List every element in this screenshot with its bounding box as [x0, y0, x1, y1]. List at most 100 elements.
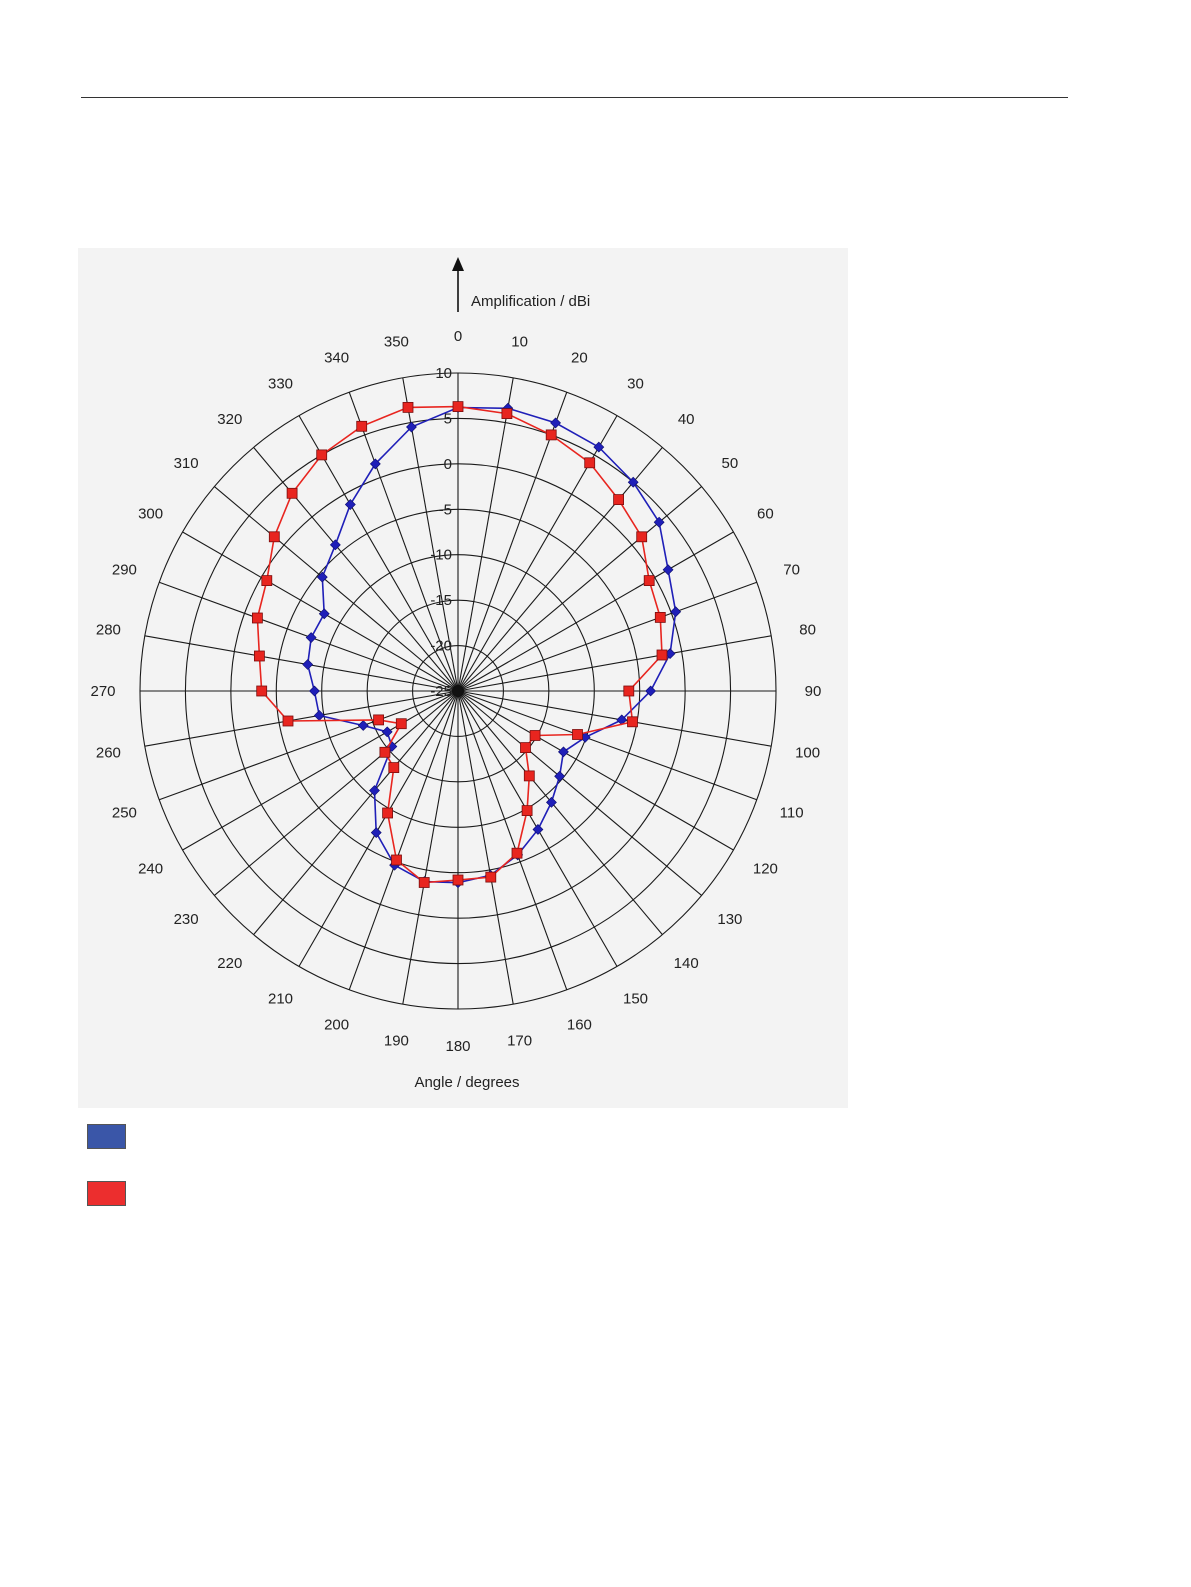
angular-grid-spokes: [140, 373, 776, 1009]
radial-axis-arrow-head: [452, 257, 464, 271]
radial-tick-label: -10: [430, 547, 452, 564]
data-point-diamond: [329, 539, 341, 551]
angle-tick-label: 320: [217, 411, 242, 428]
angle-tick-label: 200: [324, 1017, 349, 1034]
grid-spoke: [182, 531, 459, 692]
angle-tick-label: 250: [112, 804, 137, 821]
grid-spoke: [144, 635, 459, 692]
angular-axis-title: Angle / degrees: [414, 1074, 519, 1091]
data-point-square: [452, 401, 464, 413]
radial-tick-label: 0: [444, 456, 452, 473]
angle-tick-label: 260: [96, 745, 121, 762]
data-point-square: [511, 847, 523, 859]
data-point-square: [388, 762, 400, 773]
grid-spoke: [402, 690, 459, 1005]
angle-tick-label: 70: [783, 562, 800, 579]
grid-spoke: [457, 690, 734, 851]
grid-spoke: [457, 635, 772, 692]
data-point-square: [501, 408, 513, 420]
data-point-square: [529, 730, 541, 741]
series-line-0: [306, 406, 677, 884]
data-point-square: [572, 729, 583, 740]
data-point-diamond: [558, 746, 569, 758]
data-point-square: [379, 746, 391, 758]
grid-spoke: [298, 415, 459, 692]
grid-spoke: [457, 690, 568, 991]
data-point-square: [656, 649, 668, 661]
radial-tick-label: -5: [439, 501, 452, 518]
grid-spoke: [348, 690, 459, 991]
data-point-square: [485, 871, 497, 883]
data-point-square: [261, 575, 273, 586]
angle-tick-label: 30: [627, 376, 644, 393]
radial-tick-label: -20: [430, 638, 452, 655]
legend-swatch-red-series: [87, 1181, 126, 1206]
grid-spoke: [253, 447, 459, 692]
angle-tick-label: 210: [268, 990, 293, 1007]
data-point-square: [521, 805, 533, 816]
data-point-diamond: [653, 516, 665, 528]
radial-tick-label: 5: [444, 410, 452, 427]
data-point-diamond: [532, 824, 544, 835]
grid-spoke: [298, 690, 459, 967]
grid-spoke: [348, 391, 459, 692]
data-point-square: [282, 715, 294, 727]
data-point-square: [520, 742, 531, 753]
angle-tick-label: 280: [96, 621, 121, 638]
grid-spoke: [457, 690, 772, 747]
data-point-square: [251, 612, 263, 624]
data-point-diamond: [357, 720, 369, 731]
radial-tick-label: -25: [430, 683, 452, 700]
angle-tick-label: 100: [795, 745, 820, 762]
data-point-square: [643, 575, 655, 586]
grid-spoke: [457, 531, 734, 692]
grid-spoke: [182, 690, 459, 851]
angle-tick-label: 90: [805, 683, 822, 700]
angle-tick-label: 180: [445, 1038, 470, 1055]
angle-tick-label: 40: [678, 411, 695, 428]
data-point-diamond: [309, 685, 320, 697]
data-point-square: [418, 877, 430, 888]
grid-spoke: [144, 690, 459, 747]
data-point-square: [395, 718, 407, 730]
angle-tick-label: 170: [507, 1033, 532, 1050]
grid-spoke: [457, 690, 663, 935]
data-point-square: [584, 457, 596, 469]
data-point-diamond: [369, 458, 381, 470]
angle-tick-label: 310: [174, 455, 199, 472]
angle-tick-label: 20: [571, 349, 588, 366]
data-point-diamond: [662, 564, 674, 576]
data-point-square: [382, 807, 394, 819]
grid-spoke: [253, 690, 459, 935]
data-point-diamond: [369, 785, 380, 796]
data-point-diamond: [593, 441, 605, 453]
angle-tick-label: 160: [567, 1017, 592, 1034]
data-point-diamond: [381, 726, 393, 738]
data-point-square: [286, 487, 298, 499]
header-rule: [81, 97, 1068, 98]
grid-spoke: [457, 447, 663, 692]
data-point-diamond: [550, 417, 561, 429]
radial-tick-labels: -25 -20 -15 -10 -5 0 5 10: [430, 365, 452, 700]
angle-tick-label: 220: [217, 955, 242, 972]
angle-tick-label: 50: [722, 455, 739, 472]
angle-tick-label: 290: [112, 562, 137, 579]
data-point-square: [623, 685, 635, 697]
angle-tick-label: 330: [268, 376, 293, 393]
grid-spoke: [457, 690, 758, 801]
angle-tick-label: 350: [384, 333, 409, 350]
data-point-diamond: [627, 476, 639, 488]
angle-tick-label: 60: [757, 506, 774, 523]
angle-tick-labels: 0 102030405060708090100110120130140150160…: [90, 328, 821, 1055]
data-point-diamond: [370, 827, 382, 839]
grid-spoke: [457, 391, 568, 692]
angle-tick-label: 80: [799, 621, 816, 638]
angle-tick-label: 150: [623, 990, 648, 1007]
data-point-diamond: [318, 608, 330, 620]
center-dot: [452, 685, 464, 697]
angle-tick-label: 230: [174, 911, 199, 928]
data-point-diamond: [645, 685, 657, 697]
radial-axis-title: Amplification / dBi: [471, 293, 590, 310]
data-point-square: [256, 685, 268, 697]
